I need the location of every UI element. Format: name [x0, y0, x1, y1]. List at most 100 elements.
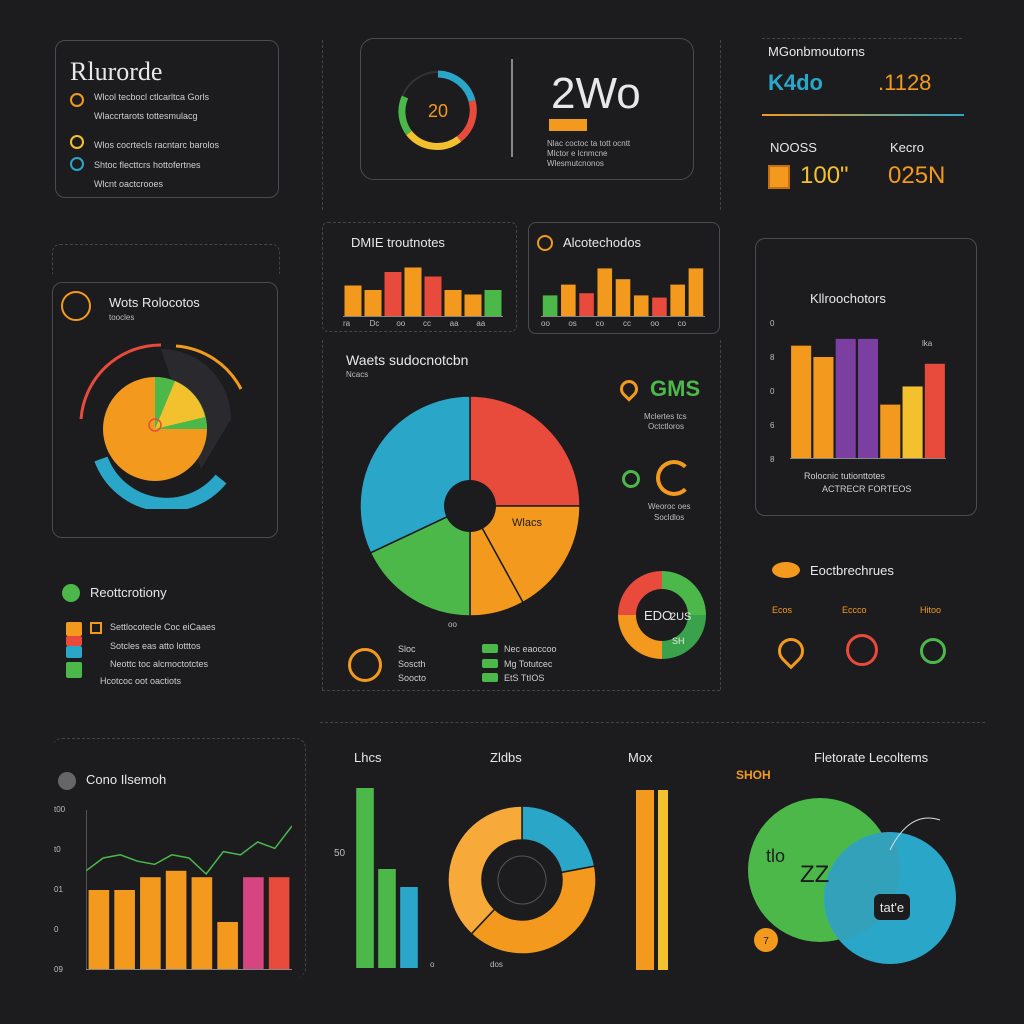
bar	[902, 386, 923, 459]
gauge: 20	[398, 70, 477, 150]
legend-row-2: Sotcles eas atto lotttos	[110, 641, 201, 651]
donut-small-label: EDO	[644, 608, 672, 623]
y-tick-label: t00	[54, 805, 66, 814]
divider	[720, 340, 721, 690]
legend-swatch-red	[66, 636, 82, 646]
bars-small-1-panel: DMIE troutnotes ra Dc oo cc aa aa	[322, 222, 517, 332]
bar	[424, 276, 442, 317]
bar	[114, 890, 135, 970]
kpi-right-label-3: NOOSS	[770, 140, 817, 155]
clock-icon	[846, 634, 878, 666]
gms-note-1: Mclertes tcs	[644, 412, 687, 421]
alert-icon	[537, 235, 553, 251]
y-tick-label: 8	[770, 353, 775, 362]
kpi-right-rule	[762, 114, 964, 116]
bar	[191, 877, 213, 970]
kpi-note-2: Mlctor e lcnmcne	[547, 149, 608, 158]
header-row-3: Wlos cocrtecls racntarc barolos	[94, 140, 220, 150]
x-tick-label: co	[595, 319, 605, 328]
ring-slice	[470, 865, 597, 955]
mini-bars-chart	[356, 788, 418, 968]
kpi-right-value-1: K4do	[768, 70, 823, 95]
bar	[791, 345, 812, 459]
box-icon	[768, 165, 790, 189]
venn-dot	[754, 928, 778, 952]
radial-arc-blue	[94, 456, 227, 509]
bars-small-2-chart	[541, 268, 705, 317]
header-icon-1	[70, 93, 84, 107]
pie-legend-3: Soocto	[398, 673, 427, 683]
bar	[652, 297, 667, 317]
legend-marker	[90, 622, 102, 634]
header-icon-2	[70, 135, 84, 149]
pie-title: Waets sudocnotcbn	[346, 352, 469, 368]
kpi-right-title: MGonbmoutorns	[768, 44, 865, 59]
x-tick-label: aa	[449, 319, 459, 328]
bars-tall-y-axis: 0 8 0 6 8	[770, 319, 782, 464]
venn-dot-label: 7	[763, 936, 769, 947]
legend-row-1: Settlocotecle Coc eiCaaes	[110, 622, 216, 632]
x-tick-label: os	[568, 319, 577, 328]
pie-slice	[469, 395, 581, 507]
header-panel: Rlurorde Wlcol tecbocl ctlcarltca Gorls …	[55, 40, 279, 198]
bars-small-1-chart	[343, 267, 503, 317]
flame-icon	[772, 632, 810, 670]
venn-chart: 7 tlo ZZ tat'e	[748, 798, 956, 964]
combo-chart	[86, 810, 292, 970]
spin-icon	[348, 648, 382, 682]
bars-small-2-axis: oo os co cc oo co	[541, 319, 705, 329]
kpi-big-value: 2Wo	[551, 69, 641, 118]
gauge-arc-yellow	[406, 130, 462, 150]
legend-swatch	[482, 644, 498, 653]
ring-inner-guide	[497, 855, 547, 905]
bar	[615, 279, 631, 317]
ring-title: Zldbs	[490, 750, 522, 765]
bar	[268, 877, 290, 970]
radial-title: Wots Rolocotos	[109, 295, 200, 310]
combo-title: Cono Ilsemoh	[86, 772, 167, 787]
venn-corner: SHOH	[736, 768, 771, 782]
bars-tall-chart	[790, 338, 946, 459]
bars-small-1-axis: ra Dc oo cc aa aa	[343, 319, 503, 329]
divider	[322, 690, 720, 691]
header-title: Rlurorde	[70, 57, 163, 86]
target-icon	[622, 470, 640, 488]
bar	[633, 295, 649, 317]
legend-swatch-orange	[66, 622, 82, 636]
pie-subtitle: Ncacs	[346, 370, 369, 379]
ring-chart	[447, 805, 597, 955]
side-note-2b: Socldlos	[654, 513, 685, 522]
combo-icon	[58, 772, 76, 790]
y-tick-label: 09	[54, 965, 63, 974]
icons-label-3: Hitoo	[920, 605, 942, 615]
radial-arc-orange	[175, 344, 243, 390]
x-tick-label: co	[677, 319, 687, 328]
pie-hole	[444, 480, 496, 532]
bar	[561, 284, 576, 317]
kpi-note-3: Wlesmutcnonos	[547, 159, 604, 168]
bar	[217, 922, 238, 970]
bar	[88, 890, 110, 970]
bars-tall-title: Kllroochotors	[810, 291, 886, 306]
x-tick-label: oo	[650, 319, 660, 328]
radial-arc-red	[79, 343, 162, 420]
divider	[720, 40, 721, 210]
radial-subtitle: toocles	[109, 313, 135, 322]
bars-tall-corner: lka	[922, 339, 933, 348]
gms-note-2: Octctloros	[648, 422, 685, 431]
legend-row-4: Hcotcoc oot oactiots	[100, 676, 182, 686]
header-row-4: Shtoc flecttcrs hottofertnes	[94, 160, 201, 170]
x-tick-label: Dc	[369, 319, 380, 328]
ring-bottom: dos	[490, 960, 503, 969]
icons-label-1: Ecos	[772, 605, 793, 615]
ring-slice	[447, 805, 523, 936]
kpi-note-1: Nlac coctoc ta tott ocntt	[547, 139, 631, 148]
kpi-divider	[511, 59, 513, 157]
bar	[378, 869, 396, 968]
combo-panel-frame	[52, 738, 306, 978]
icons-label-2: Eccco	[842, 605, 867, 615]
bar	[880, 404, 901, 459]
legend-icon	[62, 584, 80, 602]
x-tick-label: ra	[343, 319, 351, 328]
bar	[670, 284, 685, 317]
